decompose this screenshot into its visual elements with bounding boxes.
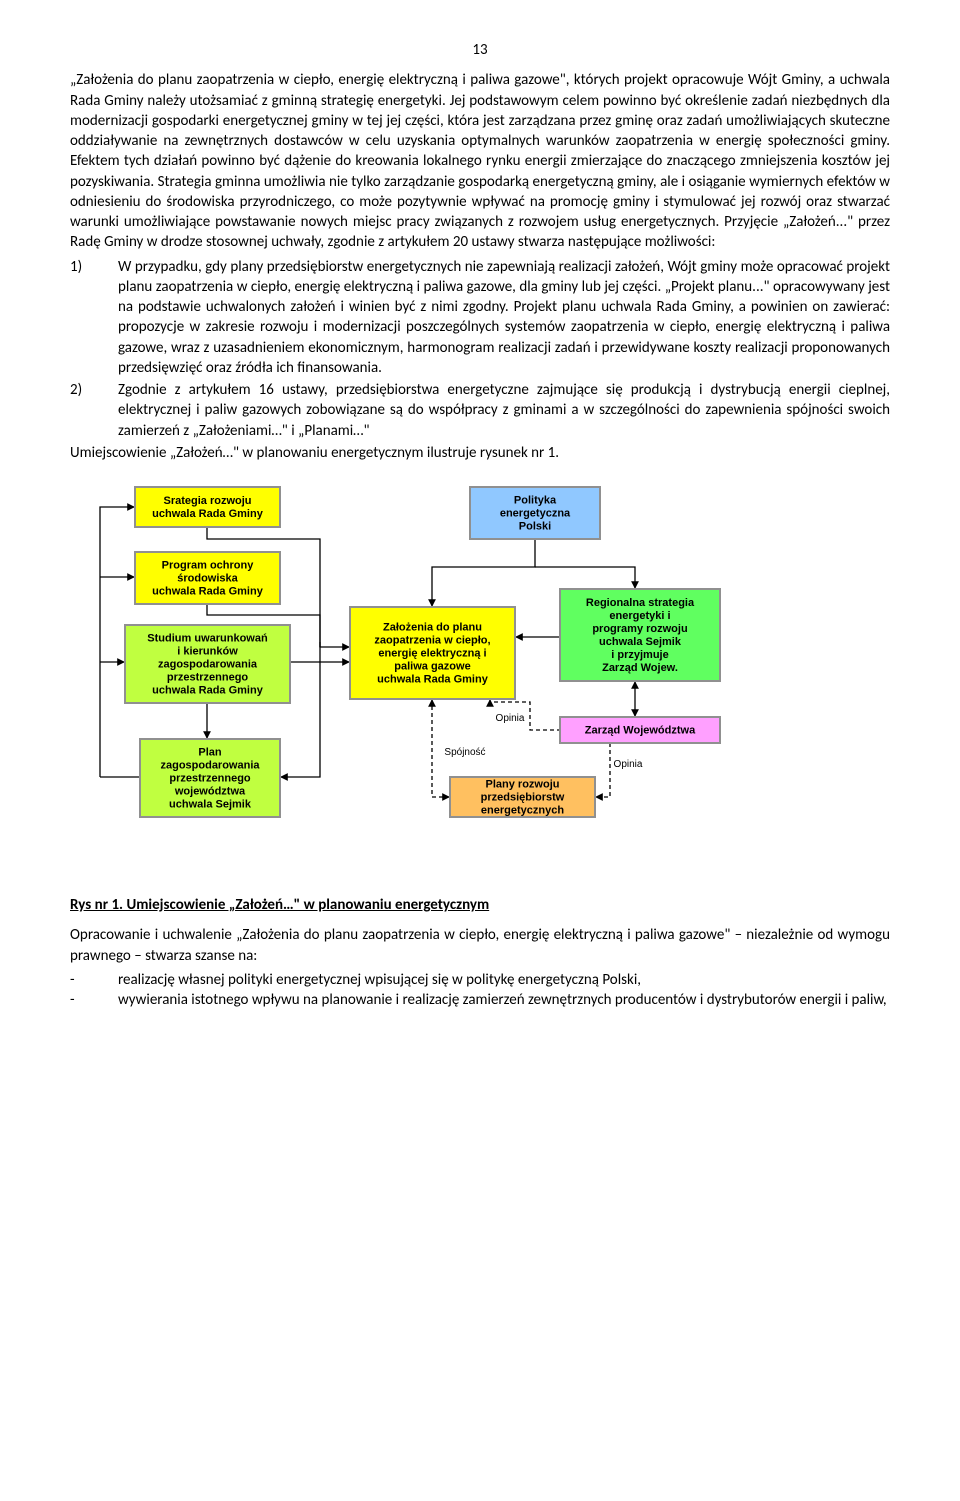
svg-text:Polski: Polski (519, 521, 551, 533)
svg-text:Zarząd Wojew.: Zarząd Wojew. (602, 662, 678, 674)
svg-text:energetyki i: energetyki i (609, 610, 670, 622)
svg-text:przedsiębiorstw: przedsiębiorstw (481, 792, 565, 804)
svg-text:Założenia do planu: Założenia do planu (383, 622, 482, 634)
item-content: W przypadku, gdy plany przedsiębiorstw e… (118, 257, 890, 379)
svg-text:paliwa gazowe: paliwa gazowe (394, 661, 470, 673)
item-number: 1) (70, 257, 118, 379)
svg-text:przestrzennego: przestrzennego (169, 773, 251, 785)
paragraph-2: Umiejscowienie „Założeń…" w planowaniu e… (70, 443, 890, 463)
svg-text:uchwala Sejmik: uchwala Sejmik (169, 799, 252, 811)
svg-text:Plan: Plan (198, 747, 222, 759)
item-content: Zgodnie z artykułem 16 ustawy, przedsięb… (118, 380, 890, 441)
svg-text:Studium uwarunkowań: Studium uwarunkowań (147, 633, 268, 645)
svg-text:przestrzennego: przestrzennego (167, 672, 249, 684)
svg-text:Opinia: Opinia (614, 759, 643, 770)
svg-text:Program ochrony: Program ochrony (162, 560, 255, 572)
svg-text:uchwala Rada Gminy: uchwala Rada Gminy (152, 586, 264, 598)
svg-text:województwa: województwa (174, 786, 246, 798)
svg-text:zagospodarowania: zagospodarowania (160, 760, 260, 772)
page-number: 13 (70, 40, 890, 60)
svg-text:zaopatrzenia w ciepło,: zaopatrzenia w ciepło, (374, 635, 490, 647)
svg-text:Opinia: Opinia (496, 713, 525, 724)
dash-item-1: - realizację własnej polityki energetycz… (70, 970, 890, 990)
dash-item-2: - wywierania istotnego wpływu na planowa… (70, 990, 890, 1010)
dash-content: wywierania istotnego wpływu na planowani… (118, 990, 887, 1010)
svg-text:energię elektryczną i: energię elektryczną i (378, 648, 486, 660)
paragraph-1: „Założenia do planu zaopatrzenia w ciepł… (70, 70, 890, 252)
svg-text:Regionalna strategia: Regionalna strategia (586, 597, 695, 609)
svg-text:środowiska: środowiska (177, 573, 238, 585)
svg-text:Spójność: Spójność (444, 747, 485, 758)
dash-marker: - (70, 970, 118, 990)
svg-text:uchwala Rada Gminy: uchwala Rada Gminy (152, 508, 264, 520)
flowchart-diagram: OpiniaOpiniaSpójnośćSrategia rozwojuuchw… (70, 477, 890, 877)
dash-content: realizację własnej polityki energetyczne… (118, 970, 641, 990)
svg-text:i kierunków: i kierunków (177, 646, 238, 658)
numbered-item-2: 2) Zgodnie z artykułem 16 ustawy, przeds… (70, 380, 890, 441)
svg-text:Zarząd Województwa: Zarząd Województwa (585, 725, 696, 737)
svg-text:Plany rozwoju: Plany rozwoju (486, 779, 560, 791)
figure-caption: Rys nr 1. Umiejscowienie „Założeń…" w pl… (70, 895, 890, 915)
svg-text:energetycznych: energetycznych (481, 805, 564, 817)
paragraph-3: Opracowanie i uchwalenie „Założenia do p… (70, 925, 890, 966)
svg-text:zagospodarowania: zagospodarowania (158, 659, 258, 671)
svg-text:uchwala Rada Gminy: uchwala Rada Gminy (152, 685, 264, 697)
svg-text:i przyjmuje: i przyjmuje (611, 649, 668, 661)
dash-marker: - (70, 990, 118, 1010)
svg-text:uchwala Sejmik: uchwala Sejmik (599, 636, 682, 648)
svg-text:energetyczna: energetyczna (500, 508, 571, 520)
svg-text:programy rozwoju: programy rozwoju (592, 623, 687, 635)
numbered-item-1: 1) W przypadku, gdy plany przedsiębiorst… (70, 257, 890, 379)
item-number: 2) (70, 380, 118, 441)
svg-text:Polityka: Polityka (514, 495, 557, 507)
svg-text:Srategia rozwoju: Srategia rozwoju (163, 495, 251, 507)
svg-text:uchwala Rada Gminy: uchwala Rada Gminy (377, 674, 489, 686)
